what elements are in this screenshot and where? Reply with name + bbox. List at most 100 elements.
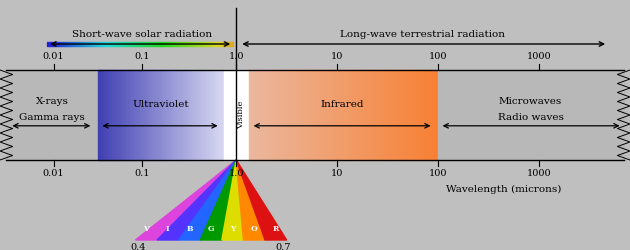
Bar xyxy=(176,42,178,46)
Bar xyxy=(49,42,50,46)
Bar xyxy=(168,42,169,46)
Bar xyxy=(140,70,142,160)
Bar xyxy=(129,42,131,46)
Bar xyxy=(50,42,52,46)
Bar xyxy=(372,70,375,160)
Bar xyxy=(115,42,117,46)
Bar xyxy=(78,42,80,46)
Bar xyxy=(100,70,102,160)
Bar xyxy=(186,42,188,46)
Bar xyxy=(58,42,60,46)
Bar xyxy=(205,42,207,46)
Bar xyxy=(397,70,400,160)
Bar xyxy=(416,70,419,160)
Bar xyxy=(115,70,117,160)
Bar xyxy=(92,42,94,46)
Bar xyxy=(143,42,145,46)
Text: G: G xyxy=(208,225,214,233)
Bar xyxy=(166,42,168,46)
Bar xyxy=(400,70,403,160)
Bar xyxy=(129,70,131,160)
Text: R: R xyxy=(273,225,279,233)
Bar xyxy=(171,42,173,46)
Bar xyxy=(318,70,321,160)
Bar xyxy=(280,70,284,160)
Bar xyxy=(105,42,106,46)
Bar xyxy=(77,42,78,46)
Bar xyxy=(214,42,216,46)
Text: 0.4: 0.4 xyxy=(131,242,146,250)
Bar xyxy=(71,42,72,46)
Polygon shape xyxy=(200,160,236,240)
Bar xyxy=(169,70,171,160)
Bar xyxy=(169,42,171,46)
Bar xyxy=(69,42,71,46)
Bar xyxy=(100,42,101,46)
Bar xyxy=(89,42,91,46)
Bar xyxy=(185,42,186,46)
Bar xyxy=(132,42,134,46)
Bar xyxy=(268,70,271,160)
Bar xyxy=(232,42,233,46)
Bar xyxy=(178,70,180,160)
Bar xyxy=(72,42,74,46)
Bar xyxy=(203,42,205,46)
Bar xyxy=(127,70,129,160)
Bar xyxy=(144,70,146,160)
Bar xyxy=(224,42,226,46)
Bar xyxy=(121,70,123,160)
Bar xyxy=(75,42,77,46)
Bar xyxy=(161,70,163,160)
Text: 1000: 1000 xyxy=(526,52,551,61)
Bar xyxy=(110,70,112,160)
Bar xyxy=(98,70,100,160)
Bar xyxy=(163,42,165,46)
Bar xyxy=(134,42,135,46)
Bar xyxy=(197,42,199,46)
Text: 100: 100 xyxy=(428,52,447,61)
Bar xyxy=(205,70,207,160)
Bar xyxy=(252,70,255,160)
Bar xyxy=(422,70,425,160)
Bar xyxy=(181,70,184,160)
Bar xyxy=(362,70,365,160)
Text: 10: 10 xyxy=(331,170,343,178)
Bar xyxy=(438,70,624,160)
Bar xyxy=(210,42,212,46)
Bar xyxy=(212,42,213,46)
Bar xyxy=(381,70,384,160)
Bar xyxy=(406,70,410,160)
Bar xyxy=(108,42,109,46)
Bar xyxy=(128,42,129,46)
Bar xyxy=(215,70,217,160)
Bar xyxy=(287,70,290,160)
Bar xyxy=(171,70,173,160)
Bar xyxy=(197,70,198,160)
Bar xyxy=(293,70,296,160)
Bar xyxy=(219,42,220,46)
Text: X-rays: X-rays xyxy=(36,97,69,106)
Bar xyxy=(134,70,135,160)
Text: Wavelength (microns): Wavelength (microns) xyxy=(446,185,562,194)
Bar xyxy=(199,42,200,46)
Bar xyxy=(167,70,169,160)
Bar xyxy=(52,42,54,46)
Bar xyxy=(98,42,100,46)
Bar xyxy=(196,42,197,46)
Bar xyxy=(158,42,159,46)
Bar xyxy=(63,42,64,46)
Bar xyxy=(145,42,146,46)
Text: Long-wave terrestrial radiation: Long-wave terrestrial radiation xyxy=(340,30,505,39)
Bar xyxy=(190,70,192,160)
Bar xyxy=(432,70,435,160)
Bar xyxy=(190,42,192,46)
Bar xyxy=(112,70,115,160)
Bar xyxy=(209,42,210,46)
Bar xyxy=(64,42,66,46)
Bar xyxy=(226,42,227,46)
Bar xyxy=(284,70,287,160)
Bar xyxy=(165,42,166,46)
Bar xyxy=(428,70,432,160)
Bar xyxy=(165,70,167,160)
Bar xyxy=(337,70,340,160)
